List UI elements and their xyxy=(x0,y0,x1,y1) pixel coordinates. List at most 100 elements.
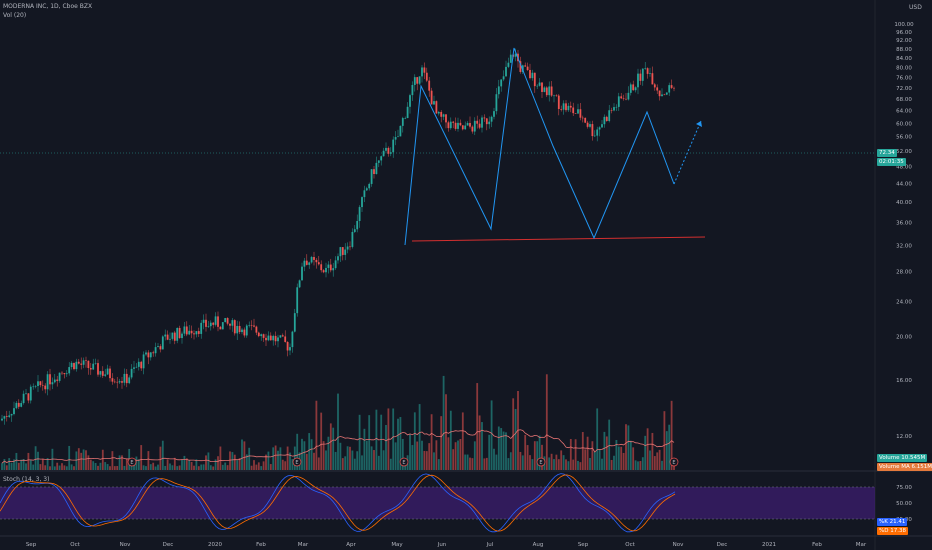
candle-body xyxy=(639,73,642,81)
candle-body xyxy=(519,61,522,72)
candle-body xyxy=(363,190,366,198)
volume-bar xyxy=(442,375,445,470)
volume-bar xyxy=(663,411,666,470)
candle-body xyxy=(221,322,224,330)
time-axis[interactable]: Sep Oct Nov Dec 2020 Feb Mar Apr May Jun Jul Aug Sep… xyxy=(26,542,867,548)
volume-bar xyxy=(646,428,649,470)
volume-bar xyxy=(500,428,503,470)
volume-bar xyxy=(483,458,486,470)
earnings-event-icon[interactable]: E xyxy=(292,457,302,467)
volume-bar xyxy=(572,459,575,470)
volume-indicator-label[interactable]: Vol (20) xyxy=(3,12,27,19)
price-tick-label: 20.00 xyxy=(896,335,912,341)
volume-tag: Volume 10.545M xyxy=(877,454,928,462)
candle-body xyxy=(296,287,299,314)
candle-body xyxy=(382,150,385,157)
earnings-event-icon[interactable]: E xyxy=(127,457,137,467)
stoch-indicator-label[interactable]: Stoch (14, 3, 3) xyxy=(3,476,50,483)
candle-body xyxy=(385,147,387,151)
volume-bar xyxy=(106,464,109,470)
candle-body xyxy=(392,139,395,153)
candle-body xyxy=(469,123,471,127)
candle-body xyxy=(536,85,539,87)
candlesticks[interactable] xyxy=(1,48,675,425)
volume-bar xyxy=(665,431,668,470)
price-tick-label: 48.00 xyxy=(896,165,912,171)
volume-bar xyxy=(373,450,375,470)
candle-body xyxy=(257,332,260,337)
candle-body xyxy=(22,393,25,404)
candle-body xyxy=(320,264,323,271)
candle-body xyxy=(161,336,164,350)
volume-bar xyxy=(8,458,11,470)
candle-body xyxy=(495,94,498,112)
volume-bar xyxy=(637,461,639,470)
volume-ma-tag: Volume MA 6.151M xyxy=(877,463,932,471)
volume-bar xyxy=(608,419,611,470)
volume-bar xyxy=(622,452,625,470)
pattern-zigzag-line[interactable] xyxy=(404,47,675,246)
candle-body xyxy=(668,85,671,93)
candle-body xyxy=(193,333,195,335)
candle-body xyxy=(481,117,483,128)
volume-bar xyxy=(205,455,207,470)
projection-arrow[interactable] xyxy=(673,120,702,185)
candle-body xyxy=(555,95,558,97)
price-tick-label: 72.00 xyxy=(896,86,912,92)
candle-body xyxy=(658,90,661,97)
candle-body xyxy=(399,125,402,137)
candle-body xyxy=(317,262,320,265)
volume-bar xyxy=(370,446,373,470)
volume-bar xyxy=(454,442,457,470)
symbol-title[interactable]: MODERNA INC, 1D, Cboe BZX xyxy=(3,3,93,10)
volume-bar xyxy=(238,458,241,470)
candle-body xyxy=(557,95,560,109)
price-axis[interactable]: 100.00 96.00 92.00 88.00 84.00 80.00 76.00 72.0… xyxy=(894,22,914,440)
volume-bar xyxy=(656,452,659,470)
candle-body xyxy=(101,371,104,376)
candle-body xyxy=(173,332,176,341)
candle-body xyxy=(553,95,555,97)
earnings-event-icon[interactable]: E xyxy=(536,457,546,467)
volume-bar xyxy=(641,457,644,470)
candle-body xyxy=(255,326,258,333)
candle-body xyxy=(44,385,47,390)
volume-bar xyxy=(562,455,565,470)
volume-bar xyxy=(632,447,635,470)
candle-body xyxy=(41,385,44,386)
volume-bar xyxy=(320,412,323,470)
volume-bar xyxy=(536,441,539,470)
candle-body xyxy=(505,66,507,77)
candle-body xyxy=(598,127,601,130)
volume-bar xyxy=(601,458,603,470)
volume-bar xyxy=(397,418,399,470)
earnings-event-icon[interactable]: E xyxy=(669,457,679,467)
candle-body xyxy=(531,72,534,79)
candle-body xyxy=(205,319,207,327)
candle-body xyxy=(334,260,337,269)
support-line[interactable] xyxy=(411,236,706,242)
volume-bar xyxy=(188,460,191,470)
price-tick-label: 88.00 xyxy=(896,47,912,53)
volume-bar xyxy=(668,424,671,470)
earnings-event-icon[interactable]: E xyxy=(399,457,409,467)
candle-body xyxy=(97,363,99,375)
volume-bar xyxy=(284,461,287,470)
candle-body xyxy=(353,229,356,232)
volume-bar xyxy=(181,459,183,470)
price-tick-label: 16.00 xyxy=(896,378,912,384)
volume-bar xyxy=(545,374,548,470)
candle-body xyxy=(154,347,157,354)
volume-bar xyxy=(615,440,618,470)
volume-bar xyxy=(625,424,627,470)
candle-body xyxy=(85,360,87,361)
time-tick-label: Mar xyxy=(856,542,867,548)
volume-bar xyxy=(591,441,594,470)
candle-body xyxy=(493,111,495,117)
candle-body xyxy=(524,65,527,67)
volume-bar xyxy=(457,440,459,470)
candle-body xyxy=(365,188,368,191)
candle-body xyxy=(548,86,551,96)
